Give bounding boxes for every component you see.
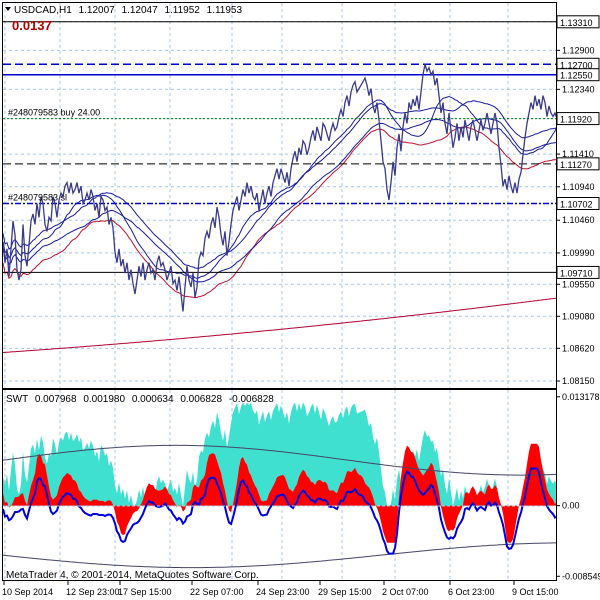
price-level-tag-text: 1.12700 <box>560 60 593 70</box>
price-tick-label: 1.08150 <box>562 376 595 386</box>
price-level-tag <box>556 68 600 82</box>
time-tick-label: 22 Sep 07:00 <box>190 587 244 597</box>
time-tick-label: 12 Sep 23:00 <box>66 587 120 597</box>
price-level-tag-text: 1.11270 <box>560 160 592 170</box>
swt-indicator-pane <box>2 402 557 569</box>
ma-blue-upper-band <box>2 100 557 269</box>
price-level-tag <box>556 112 600 126</box>
time-tick-label: 10 Sep 2014 <box>2 587 53 597</box>
ma-blue-lower-band <box>2 118 557 283</box>
price-level-tag-text: 1.12550 <box>560 71 593 81</box>
time-tick-label: 17 Sep 15:00 <box>118 587 172 597</box>
price-level-tag <box>556 265 600 279</box>
indicator-tick-label: 0.00 <box>562 501 580 511</box>
price-tick-label: 1.09990 <box>562 248 595 258</box>
price-tick-label: 1.09080 <box>562 311 595 321</box>
order-label: #248079583 sl <box>8 193 67 203</box>
price-tick-label: 1.12900 <box>562 45 595 55</box>
order-label: #248079583 buy 24.00 <box>8 108 100 118</box>
price-tick-label: 1.10940 <box>562 182 595 192</box>
price-tick-label: 1.12340 <box>562 84 595 94</box>
price-series-line <box>2 64 557 312</box>
price-axis-ticks: 1.12900 1.12340 1.11410 1.10940 1.10460 1.099… <box>556 45 595 386</box>
spread-label: 0.0137 <box>12 18 52 33</box>
price-tick-label: 1.10460 <box>562 215 595 225</box>
swt-blue-line <box>2 467 557 555</box>
price-level-tag-text: 1.13310 <box>560 18 593 28</box>
time-tick-label: 29 Sep 15:00 <box>318 587 372 597</box>
price-level-tag-text: 1.10702 <box>560 200 593 210</box>
swt-signal-line <box>2 444 557 476</box>
price-level-tag-text: 1.09710 <box>560 268 593 278</box>
price-header: USDCAD,H1 1.12007 1.12047 1.11952 1.1195… <box>14 5 242 16</box>
price-tick-label: 1.11410 <box>562 149 594 159</box>
price-pane-frame <box>2 2 557 389</box>
time-tick-label: 2 Oct 07:00 <box>382 587 429 597</box>
price-level-tag-text: 1.11920 <box>560 115 592 125</box>
time-tick-label: 6 Oct 23:00 <box>448 587 495 597</box>
order-labels: #248079583 buy 24.00 #248079583 sl <box>8 108 100 203</box>
indicator-tick-label: 0.013178 <box>562 392 600 402</box>
price-tick-label: 1.08620 <box>562 343 595 353</box>
price-level-tag <box>556 157 600 171</box>
price-level-tag <box>556 15 600 29</box>
indicator-pane-frame <box>2 389 557 581</box>
price-level-tag <box>556 197 600 211</box>
ma-slow-red-line <box>2 297 557 353</box>
indicator-tick-label: -0.008549 <box>562 571 600 581</box>
dropdown-triangle-icon[interactable] <box>5 7 11 11</box>
horizontal-levels <box>3 21 556 273</box>
footer-copyright: MetaTrader 4, © 2001-2014, MetaQuotes So… <box>6 570 259 581</box>
ma-blue-middle-band <box>2 95 557 279</box>
swt-lower-line <box>2 542 556 569</box>
time-tick-label: 9 Oct 15:00 <box>512 587 559 597</box>
time-tick-label: 24 Sep 23:00 <box>256 587 310 597</box>
price-tick-label: 1.09550 <box>562 279 595 289</box>
indicator-axis-ticks: 0.013178 0.00 -0.008549 <box>556 392 600 581</box>
indicator-header: SWT 0.007968 0.001980 0.000634 0.006828 … <box>6 394 274 405</box>
price-pane: #248079583 buy 24.00 #248079583 sl <box>2 21 557 353</box>
price-grid <box>3 3 556 388</box>
